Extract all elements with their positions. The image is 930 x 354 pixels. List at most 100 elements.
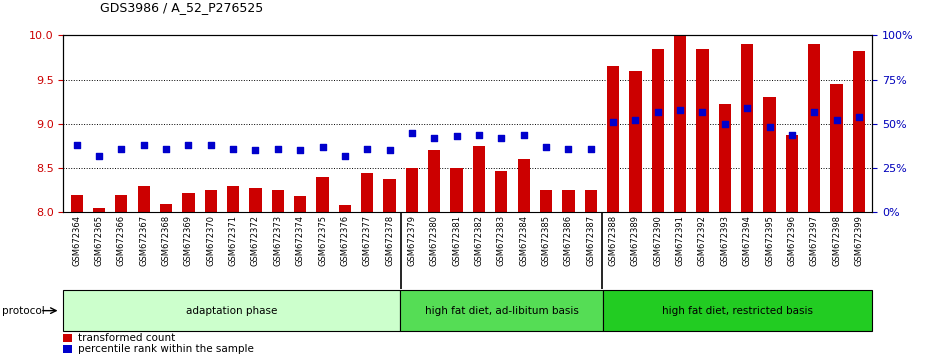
- Point: [405, 130, 419, 136]
- Text: GSM672392: GSM672392: [698, 215, 707, 266]
- Text: GSM672395: GSM672395: [765, 215, 774, 266]
- Point: [762, 125, 777, 130]
- Point: [784, 132, 799, 137]
- Text: GSM672384: GSM672384: [519, 215, 528, 266]
- Bar: [495, 171, 508, 212]
- Bar: [93, 208, 105, 212]
- Point: [494, 135, 509, 141]
- Text: GSM672377: GSM672377: [363, 215, 372, 266]
- Bar: [160, 204, 172, 212]
- Bar: [182, 193, 194, 212]
- Text: GSM672371: GSM672371: [229, 215, 237, 266]
- Text: GSM672372: GSM672372: [251, 215, 260, 266]
- Point: [427, 135, 442, 141]
- Text: GSM672394: GSM672394: [743, 215, 751, 266]
- Text: GSM672391: GSM672391: [675, 215, 684, 266]
- Point: [91, 153, 106, 159]
- Bar: [603, 290, 872, 331]
- Text: GSM672375: GSM672375: [318, 215, 327, 266]
- Bar: [227, 186, 239, 212]
- Bar: [339, 205, 351, 212]
- Bar: [808, 44, 820, 212]
- Bar: [428, 150, 441, 212]
- Text: GSM672398: GSM672398: [832, 215, 841, 266]
- Bar: [294, 196, 306, 212]
- Text: GSM672386: GSM672386: [564, 215, 573, 266]
- Point: [449, 133, 464, 139]
- Bar: [674, 35, 686, 212]
- Text: GSM672366: GSM672366: [117, 215, 126, 266]
- Text: GSM672380: GSM672380: [430, 215, 439, 266]
- Point: [739, 105, 754, 111]
- Point: [360, 146, 375, 152]
- Text: GSM672374: GSM672374: [296, 215, 305, 266]
- Text: GSM672397: GSM672397: [810, 215, 818, 266]
- Text: GSM672368: GSM672368: [162, 215, 170, 266]
- Bar: [652, 48, 664, 212]
- Point: [516, 132, 531, 137]
- Point: [717, 121, 732, 127]
- Point: [830, 118, 844, 123]
- Text: GSM672370: GSM672370: [206, 215, 215, 266]
- Bar: [450, 168, 463, 212]
- Bar: [764, 97, 776, 212]
- Bar: [138, 186, 150, 212]
- Point: [628, 118, 643, 123]
- Bar: [400, 290, 603, 331]
- Point: [315, 144, 330, 150]
- Point: [472, 132, 486, 137]
- Text: GSM672381: GSM672381: [452, 215, 461, 266]
- Point: [583, 146, 598, 152]
- Bar: [517, 159, 530, 212]
- Point: [204, 142, 219, 148]
- Point: [137, 142, 152, 148]
- Bar: [63, 290, 400, 331]
- Point: [271, 146, 286, 152]
- Text: GSM672373: GSM672373: [273, 215, 283, 266]
- Text: GSM672390: GSM672390: [653, 215, 662, 266]
- Point: [852, 114, 867, 120]
- Bar: [563, 190, 575, 212]
- Bar: [383, 179, 395, 212]
- Point: [69, 142, 84, 148]
- Bar: [249, 188, 261, 212]
- Text: adaptation phase: adaptation phase: [186, 306, 277, 316]
- Bar: [405, 168, 419, 212]
- Text: GSM672399: GSM672399: [855, 215, 863, 266]
- Text: GSM672388: GSM672388: [608, 215, 618, 266]
- Bar: [316, 177, 328, 212]
- Point: [159, 146, 174, 152]
- Point: [561, 146, 576, 152]
- Text: GSM672376: GSM672376: [340, 215, 350, 266]
- Text: GSM672379: GSM672379: [407, 215, 417, 266]
- Bar: [697, 48, 709, 212]
- Text: GSM672382: GSM672382: [474, 215, 484, 266]
- Text: GSM672364: GSM672364: [73, 215, 81, 266]
- Bar: [630, 71, 642, 212]
- Text: transformed count: transformed count: [78, 333, 175, 343]
- Bar: [361, 173, 373, 212]
- Text: high fat diet, restricted basis: high fat diet, restricted basis: [662, 306, 813, 316]
- Text: GSM672383: GSM672383: [497, 215, 506, 266]
- Bar: [540, 190, 552, 212]
- Bar: [272, 190, 284, 212]
- Text: protocol: protocol: [2, 306, 45, 316]
- Point: [248, 148, 263, 153]
- Text: GSM672396: GSM672396: [788, 215, 796, 266]
- Text: GDS3986 / A_52_P276525: GDS3986 / A_52_P276525: [100, 1, 264, 14]
- Bar: [71, 195, 83, 212]
- Point: [226, 146, 241, 152]
- Text: GSM672378: GSM672378: [385, 215, 394, 266]
- Text: GSM672393: GSM672393: [721, 215, 729, 266]
- Bar: [63, 333, 73, 342]
- Bar: [719, 104, 731, 212]
- Point: [181, 142, 196, 148]
- Point: [605, 119, 620, 125]
- Bar: [741, 44, 753, 212]
- Bar: [607, 66, 619, 212]
- Point: [382, 148, 397, 153]
- Bar: [63, 344, 73, 353]
- Bar: [853, 51, 865, 212]
- Point: [338, 153, 352, 159]
- Point: [650, 109, 665, 114]
